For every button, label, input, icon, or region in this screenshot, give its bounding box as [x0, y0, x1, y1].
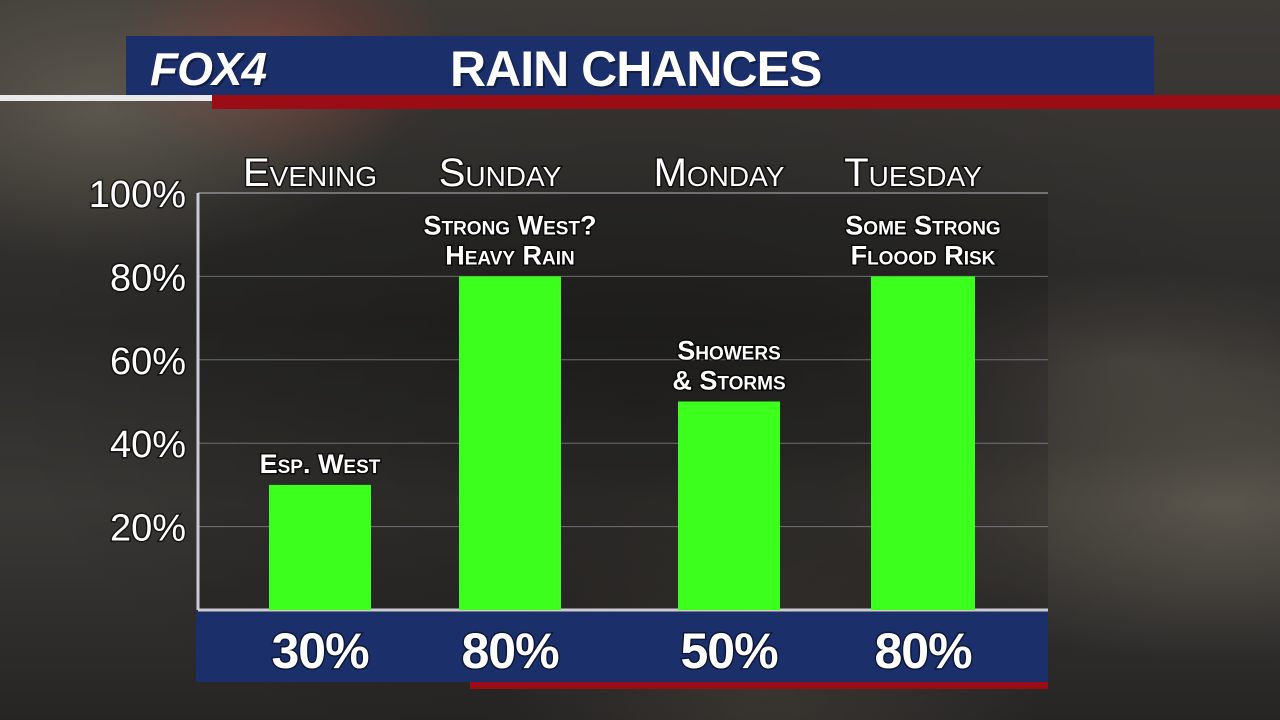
bar [459, 276, 561, 610]
value-bar [196, 612, 1048, 682]
y-tick-label: 20% [110, 508, 186, 550]
y-tick-label: 80% [110, 257, 186, 299]
bar-annotation: Esp. West [260, 449, 381, 479]
bottom-red-stripe [470, 682, 1048, 689]
category-label: Evening [243, 151, 377, 195]
fox4-logo: FOX4 [150, 43, 267, 95]
bar-annotation: & Storms [672, 366, 785, 396]
red-stripe [212, 95, 1280, 109]
bar-annotation: Strong West? [423, 210, 596, 240]
value-label: 30% [271, 623, 369, 679]
title-bar [126, 36, 1154, 96]
bar [269, 484, 371, 610]
category-label: Tuesday [844, 151, 982, 195]
bar-annotation: Floood Risk [851, 240, 996, 270]
value-label: 50% [680, 623, 778, 679]
category-label: Monday [654, 151, 785, 195]
bar [871, 276, 975, 610]
y-tick-label: 40% [110, 424, 186, 466]
value-label: 80% [874, 623, 972, 679]
y-tick-label: 100% [89, 174, 186, 216]
page-title: RAIN CHANCES [450, 41, 822, 97]
y-tick-label: 60% [110, 341, 186, 383]
value-label: 80% [461, 623, 559, 679]
category-label: Sunday [439, 151, 562, 195]
bar-annotation: Heavy Rain [445, 240, 575, 270]
bar [678, 401, 780, 610]
bar-annotation: Some Strong [845, 210, 1000, 240]
bar-annotation: Showers [677, 336, 781, 366]
white-stripe [0, 95, 212, 101]
